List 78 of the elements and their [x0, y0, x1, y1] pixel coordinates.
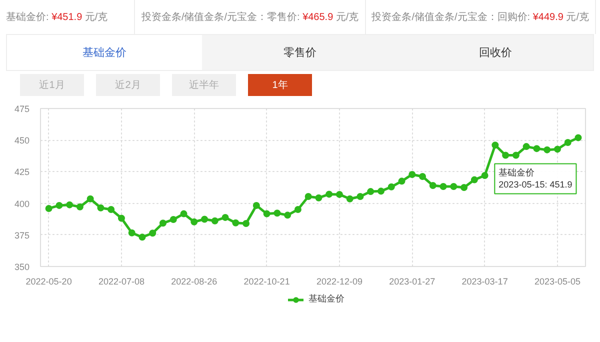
x-tick-label: 2022-07-08	[98, 276, 144, 286]
point	[574, 134, 582, 142]
point	[76, 203, 84, 210]
point	[554, 146, 561, 153]
point	[294, 206, 302, 213]
point	[190, 218, 198, 226]
point	[502, 152, 510, 159]
point	[138, 234, 146, 241]
y-tick-label: 475	[14, 104, 30, 114]
point	[367, 188, 374, 196]
point	[211, 217, 218, 224]
point	[304, 192, 312, 200]
x-tick-label: 2023-01-27	[389, 276, 436, 286]
x-tick-label: 2023-03-17	[462, 276, 508, 286]
y-tick-label: 375	[14, 230, 30, 240]
point	[159, 220, 166, 227]
point	[492, 142, 499, 149]
point	[522, 143, 530, 150]
y-tick-label: 450	[14, 136, 30, 146]
point	[460, 184, 468, 191]
point	[45, 204, 52, 212]
annotation: 基础金价 2023-05-15: 451.9	[498, 168, 572, 190]
point	[450, 182, 458, 190]
text: 零售价	[202, 35, 398, 70]
x-tick-label: 2022-08-26	[171, 276, 218, 286]
point	[180, 210, 188, 218]
point	[56, 202, 63, 209]
text: 基础金价	[7, 35, 202, 70]
point	[346, 195, 354, 202]
point	[377, 188, 384, 195]
point	[242, 220, 250, 228]
point	[356, 192, 364, 200]
x-tick-label: 2022-05-20	[26, 276, 72, 286]
point	[252, 202, 260, 209]
text: 近半年	[172, 74, 236, 96]
y-tick-label: 350	[14, 262, 30, 272]
point	[232, 219, 240, 226]
point	[419, 173, 426, 180]
point	[388, 183, 395, 190]
legend-label: 基础金价	[308, 292, 344, 306]
text: 投资金条/储值金条/元宝金：零售价: ¥465.9 元/克	[135, 0, 366, 34]
point	[470, 176, 478, 184]
point	[66, 201, 74, 208]
point	[326, 190, 333, 198]
point	[315, 194, 322, 202]
point	[398, 178, 406, 185]
point	[512, 152, 520, 159]
text: 近2月	[96, 74, 160, 96]
x-tick-label: 2022-12-09	[316, 276, 362, 286]
point	[263, 210, 270, 218]
point	[284, 212, 292, 219]
text: 回收价	[398, 35, 593, 70]
point	[274, 210, 281, 217]
point	[440, 182, 447, 190]
text: 基础金价: ¥451.9 元/克	[0, 0, 136, 34]
point	[170, 216, 177, 223]
point	[336, 190, 343, 198]
text: 近1月	[20, 74, 84, 96]
point	[128, 229, 136, 236]
point	[408, 170, 416, 178]
point	[544, 146, 551, 154]
x-tick-label: 2022-10-21	[244, 276, 290, 286]
point	[201, 216, 208, 223]
point	[564, 139, 572, 146]
point	[108, 206, 115, 213]
point	[481, 172, 488, 179]
point	[118, 214, 125, 222]
point	[149, 230, 156, 237]
point	[86, 195, 94, 202]
point	[429, 182, 436, 189]
point	[533, 145, 540, 152]
y-tick-label: 425	[14, 167, 30, 178]
point	[222, 214, 229, 221]
y-tick-label: 400	[14, 198, 30, 209]
text: 投资金条/储值金条/元宝金：回购价: ¥449.9 元/克	[366, 0, 596, 34]
text: 1年	[248, 74, 312, 96]
x-tick-label: 2023-05-05	[534, 276, 580, 286]
point	[97, 204, 104, 212]
